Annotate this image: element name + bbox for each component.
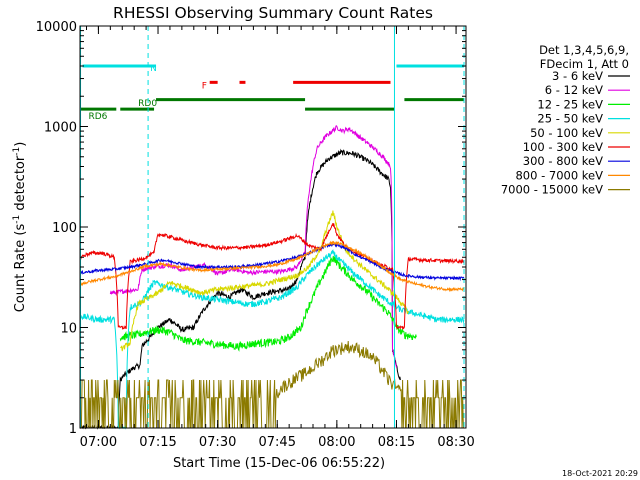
flag-label-rd0: RD0 [138,99,157,109]
x-tick-label: 07:15 [139,435,176,450]
y-tick-label: 10 [60,322,77,337]
x-tick-label: 07:45 [259,435,296,450]
flag-label-n: N [150,64,157,74]
y-tick-label: 100 [52,221,77,236]
legend-entry-label: 3 - 6 keV [552,69,603,83]
legend: Det 1,3,4,5,6,9,FDecim 1, Att 03 - 6 keV… [501,43,630,197]
legend-entry-label: 50 - 100 keV [530,126,603,140]
x-tick-label: 08:15 [378,435,415,450]
series-line-100-300-kev [79,222,465,331]
flag-label-f: F [202,81,207,91]
x-axis-label: Start Time (15-Dec-06 06:55:22) [173,456,385,471]
series-line-3-6-kev [79,148,401,430]
x-tick-label: 07:30 [199,435,236,450]
series-line-7000-15000-kev [80,340,464,429]
footer-timestamp: 18-Oct-2021 20:29 [562,469,638,478]
legend-entry-label: 25 - 50 keV [537,112,603,126]
x-tick-label: 08:30 [437,435,474,450]
y-axis-label-sup1: -1 [12,215,22,224]
y-tick-label: 10000 [36,20,77,35]
legend-entry-label: 12 - 25 keV [537,97,603,111]
x-tick-label: 07:00 [80,435,117,450]
axes: 1 10 100 1000 10000 07:00 07:15 07:30 07:45 08:00… [36,20,475,450]
legend-entry-label: 800 - 7000 keV [515,168,603,182]
y-axis-label-end: ) [13,142,28,147]
y-axis-label-main: Count Rate (s [13,224,28,313]
plot-area: N F RD0 RD6 [79,26,465,430]
series-line-25-50-kev [79,249,465,430]
series-line-300-800-kev [79,242,465,282]
y-axis-label-mid: detector [13,155,28,215]
chart-title: RHESSI Observing Summary Count Rates [113,4,433,22]
series-line-50-100-kev [120,210,409,352]
y-axis-label: Count Rate (s-1 detector-1) [12,142,28,313]
legend-entry-label: 7000 - 15000 keV [501,183,603,197]
legend-entry-label: 300 - 800 keV [523,154,603,168]
legend-header-line: FDecim 1, Att 0 [540,57,629,71]
y-axis-label-sup2: -1 [12,147,22,156]
plot-frame [79,25,467,429]
legend-entry-label: 6 - 12 keV [545,83,603,97]
legend-header-line: Det 1,3,4,5,6,9, [539,43,629,57]
y-tick-label: 1000 [44,121,77,136]
y-tick-label: 1 [69,422,77,437]
legend-entry-label: 100 - 300 keV [523,140,603,154]
series-line-800-7000-kev [79,240,465,293]
flag-label-rd6: RD6 [88,112,107,122]
series-line-12-25-kev [119,256,417,352]
x-tick-label: 08:00 [318,435,355,450]
